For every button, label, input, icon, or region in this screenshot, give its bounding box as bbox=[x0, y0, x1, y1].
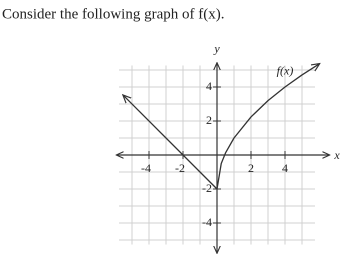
function-curve bbox=[216, 64, 319, 190]
question-text: Consider the following graph of f(x). bbox=[2, 6, 224, 22]
y-tick-label: 4 bbox=[206, 79, 212, 93]
function-curve bbox=[124, 96, 218, 190]
x-tick-label: -2 bbox=[175, 161, 185, 175]
x-tick-label: -4 bbox=[141, 161, 151, 175]
x-tick-label: 4 bbox=[282, 161, 288, 175]
y-axis-label: y bbox=[213, 41, 220, 55]
y-tick-label: -2 bbox=[202, 181, 212, 195]
x-tick-label: 2 bbox=[248, 161, 254, 175]
x-axis-label: x bbox=[333, 148, 340, 162]
y-tick-label: 2 bbox=[206, 113, 212, 127]
curve-label: f(x) bbox=[277, 63, 294, 77]
y-tick-label: -4 bbox=[202, 215, 212, 229]
